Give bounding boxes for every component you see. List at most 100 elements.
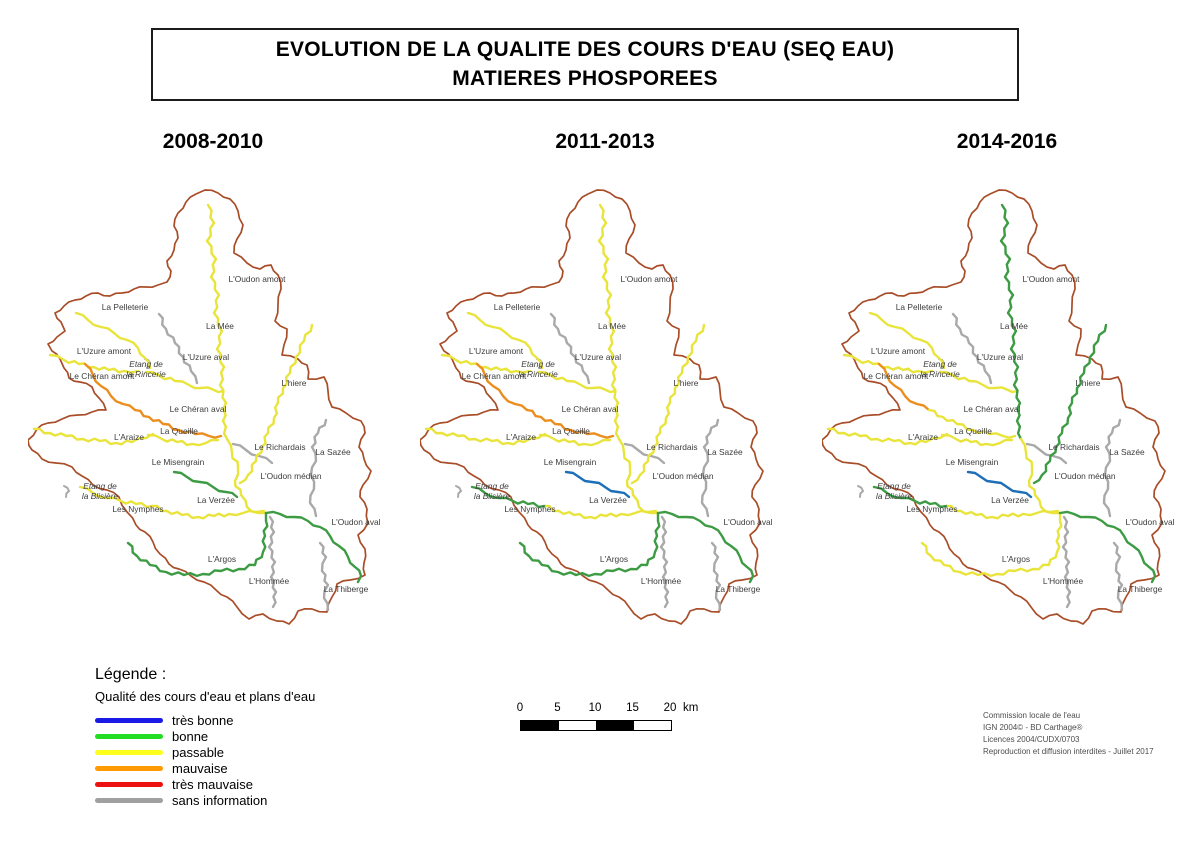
river-thiberge — [710, 541, 722, 612]
river-label-araize: L'Araize — [506, 432, 536, 442]
river-label-sazee: La Sazée — [707, 447, 743, 457]
basin-boundary — [419, 189, 764, 625]
river-label-uzure_aval: L'Uzure aval — [977, 352, 1023, 362]
river-oudon_aval — [1058, 510, 1157, 584]
map-panel-2008-2010: L'Oudon amont La Pelleterie La Mée L'Uzure … — [27, 183, 398, 648]
map-panel-2011-2013: L'Oudon amont La Pelleterie La Mée L'Uzure … — [419, 183, 790, 648]
river-uzure_aval — [144, 370, 225, 394]
river-araize — [826, 427, 949, 446]
river-label-cheran_aval: Le Chéran aval — [964, 404, 1021, 414]
river-label-pelleterie: La Pelleterie — [102, 302, 149, 312]
pond-label-etang_rincerie-line2: la Rincerie — [518, 369, 558, 379]
legend-swatch-sans_information — [95, 797, 163, 803]
legend-label-tres_bonne: très bonne — [172, 712, 234, 728]
river-cheran_aval — [927, 408, 1017, 439]
scale-bar-segment-3 — [633, 721, 671, 730]
credits-line3: Licences 2004/CUDX/0703 — [983, 735, 1080, 744]
legend-heading: Légende : — [95, 666, 167, 683]
pond-etang_blisiere — [455, 485, 463, 498]
watershed-map-2011-2013: L'Oudon amont La Pelleterie La Mée L'Uzure … — [419, 189, 773, 625]
scale-tick-20: 20 — [663, 702, 677, 714]
river-mee — [549, 312, 591, 385]
river-label-uzure_amont: L'Uzure amont — [871, 346, 926, 356]
legend: Légende : Qualité des cours d'eau et pla… — [95, 666, 315, 808]
pond-etang_blisiere — [857, 485, 865, 498]
pond-label-etang_rincerie-line1: Etang de — [129, 359, 163, 369]
river-label-pelleterie: La Pelleterie — [896, 302, 943, 312]
river-label-sazee: La Sazée — [1109, 447, 1145, 457]
river-label-hiere: L'hiere — [1076, 378, 1101, 388]
river-label-misengrain: Le Misengrain — [946, 457, 999, 467]
legend-swatch-tres_mauvaise — [95, 781, 163, 787]
river-thiberge — [1112, 541, 1124, 612]
river-label-richardais: Le Richardais — [1048, 442, 1099, 452]
river-label-nymphes: Les Nymphes — [112, 504, 163, 514]
river-label-thiberge: La Thiberge — [1118, 584, 1163, 594]
river-label-uzure_amont: L'Uzure amont — [77, 346, 132, 356]
river-hommee — [659, 515, 670, 609]
river-label-misengrain: Le Misengrain — [544, 457, 597, 467]
scale-bar-graphic — [520, 720, 672, 731]
pond-label-etang_blisiere-line2: la Blisière — [474, 491, 511, 501]
river-araize — [32, 427, 155, 446]
river-uzure_amont — [48, 353, 140, 374]
river-label-uzure_amont: L'Uzure amont — [469, 346, 524, 356]
pond-etang_blisiere — [63, 485, 71, 498]
river-queille — [940, 433, 1014, 447]
scale-bar-segment-2 — [596, 721, 634, 730]
river-label-richardais: Le Richardais — [254, 442, 305, 452]
river-label-araize: L'Araize — [114, 432, 144, 442]
river-sazee — [700, 418, 720, 518]
pond-label-etang_rincerie-line2: la Rincerie — [126, 369, 166, 379]
river-label-sazee: La Sazée — [315, 447, 351, 457]
scale-tick-15: 15 — [626, 702, 639, 714]
pond-label-etang_blisiere-line1: Etang de — [877, 481, 911, 491]
river-oudon_amont — [205, 203, 229, 441]
scale-bar: 0 5 10 15 20 km — [517, 702, 700, 731]
river-cheran_aval — [133, 408, 223, 439]
river-uzure_aval — [536, 370, 617, 394]
river-label-queille: La Queille — [160, 426, 198, 436]
legend-label-sans_information: sans information — [172, 792, 268, 808]
river-oudon_aval — [656, 510, 755, 584]
river-nymphes — [78, 485, 154, 509]
river-label-argos: L'Argos — [600, 554, 628, 564]
credits-line2: IGN 2004© - BD Carthage® — [983, 723, 1083, 732]
river-label-oudon_median: L'Oudon médian — [652, 471, 714, 481]
watershed-map-2008-2010: L'Oudon amont La Pelleterie La Mée L'Uzure … — [27, 189, 381, 625]
river-cheran_amont — [877, 362, 931, 412]
river-label-thiberge: La Thiberge — [324, 584, 369, 594]
legend-item-sans_information: sans information — [95, 792, 315, 808]
map-title-box: EVOLUTION DE LA QUALITE DES COURS D'EAU … — [151, 28, 1019, 101]
map-title-line2: MATIERES PHOSPOREES — [452, 66, 718, 90]
river-misengrain — [966, 470, 1033, 499]
river-hiere — [1032, 323, 1108, 485]
river-label-queille: La Queille — [954, 426, 992, 436]
river-label-hommee: L'Hommée — [249, 576, 290, 586]
river-oudon_median — [225, 437, 268, 515]
river-oudon_amont — [597, 203, 621, 441]
pond-label-etang_blisiere-line2: la Blisière — [82, 491, 119, 501]
river-mee — [951, 312, 993, 385]
legend-label-tres_mauvaise: très mauvaise — [172, 776, 253, 792]
legend-label-bonne: bonne — [172, 728, 209, 744]
river-label-oudon_amont: L'Oudon amont — [228, 274, 286, 284]
river-label-hiere: L'hiere — [282, 378, 307, 388]
river-hiere — [238, 323, 314, 485]
river-label-oudon_amont: L'Oudon amont — [620, 274, 678, 284]
river-oudon_median — [1019, 437, 1062, 515]
legend-label-mauvaise: mauvaise — [172, 760, 228, 776]
credits: Commission locale de l'eau IGN 2004© - B… — [983, 710, 1154, 758]
river-sazee — [308, 418, 328, 518]
scale-tick-5: 5 — [554, 702, 561, 714]
map-panel-2014-2016: L'Oudon amont La Pelleterie La Mée L'Uzure … — [821, 183, 1192, 648]
river-label-cheran_amont: Le Chéran amont — [864, 371, 929, 381]
basin-boundary — [27, 189, 372, 625]
river-label-oudon_amont: L'Oudon amont — [1022, 274, 1080, 284]
river-misengrain — [172, 470, 239, 499]
scale-bar-ticks: 0 5 10 15 20 km — [517, 702, 700, 716]
legend-item-tres_bonne: très bonne — [95, 712, 315, 728]
river-mee — [157, 312, 199, 385]
scale-bar-segment-1 — [558, 721, 596, 730]
legend-item-bonne: bonne — [95, 728, 315, 744]
